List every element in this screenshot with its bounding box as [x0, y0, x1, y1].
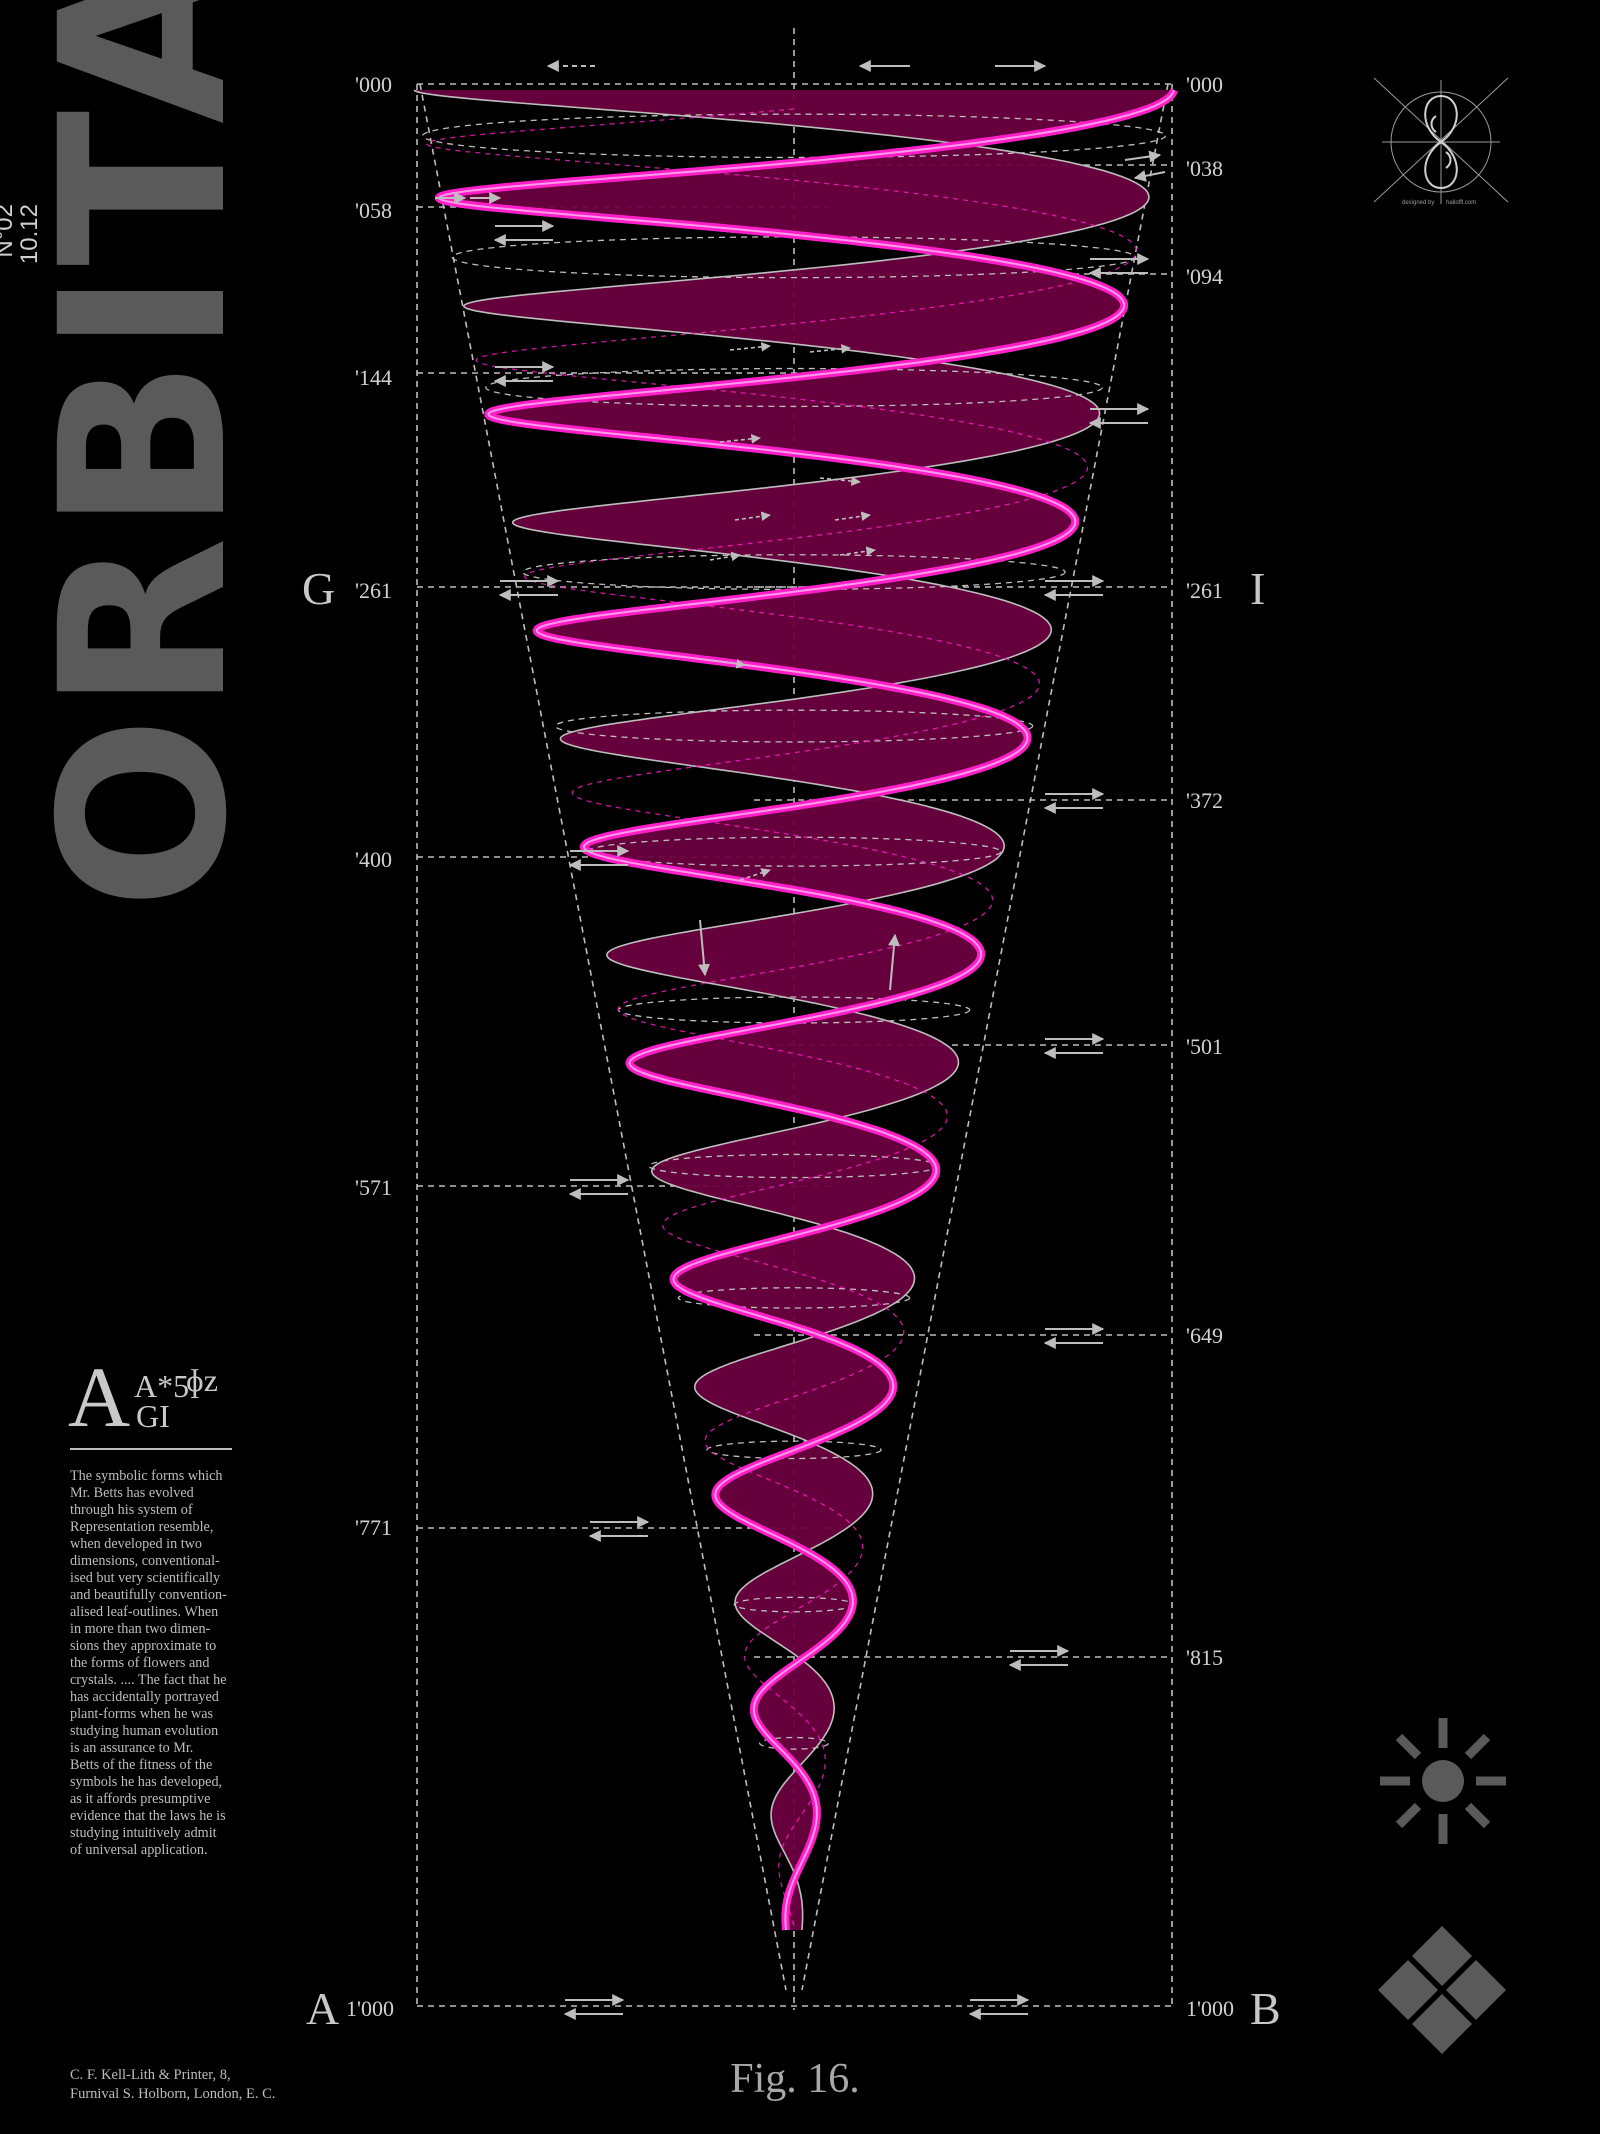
orbit-ellipse: [759, 1736, 829, 1750]
right-axis-label: '038: [1186, 156, 1223, 181]
glyph-block: A A*5 ɸz GI: [68, 1354, 238, 1450]
body-text: The symbolic forms which Mr. Betts has e…: [70, 1468, 260, 1859]
left-axis-label: '261: [355, 578, 392, 603]
orbit-arrow: [729, 342, 771, 352]
left-axis-label: '571: [355, 1175, 392, 1200]
issue-date: 10.12: [16, 204, 44, 265]
left-axis-label: '058: [355, 198, 392, 223]
body-line: is an assurance to Mr.: [70, 1740, 194, 1756]
right-axis-label: '501: [1186, 1034, 1223, 1059]
body-line: dimensions, conventional-: [70, 1553, 220, 1569]
figure-caption: Fig. 16.: [730, 2056, 860, 2102]
body-line: has accidentally portrayed: [70, 1689, 219, 1705]
body-line: studying human evolution: [70, 1723, 219, 1739]
left-axis-label: '400: [355, 847, 392, 872]
corner-letter-b: B: [1250, 1983, 1281, 2034]
body-line: sions they approximate to: [70, 1638, 217, 1654]
body-line: the forms of flowers and: [70, 1655, 210, 1671]
body-line: in more than two dimen-: [70, 1621, 211, 1637]
body-line: The symbolic forms which: [70, 1468, 223, 1484]
issue-info: N°02 10.12: [0, 204, 44, 265]
body-line: plant-forms when he was: [70, 1706, 214, 1722]
helix-fill-band: [414, 90, 1174, 1930]
orbit-arrow: [739, 868, 771, 881]
glyph-a5: A*5: [134, 1368, 190, 1404]
printer-line: C. F. Kell-Lith & Printer, 8,: [70, 2067, 231, 2083]
orbit-arrow: [734, 511, 771, 521]
orbit-arrow: [834, 511, 871, 521]
printer-credit: C. F. Kell-Lith & Printer, 8, Furnival S…: [70, 2066, 275, 2104]
body-line: ised but very scientifically: [70, 1570, 221, 1586]
corner-letter-a: A: [306, 1983, 340, 2034]
sun-icon: [1380, 1718, 1506, 1844]
diamonds-icon: [1378, 1926, 1506, 2054]
helix-band-fill: [414, 90, 1174, 1930]
right-axis-label: '094: [1186, 264, 1223, 289]
glyph-gi: GI: [136, 1398, 170, 1434]
body-line: alised leaf-outlines. When: [70, 1604, 219, 1620]
logo-credit-right: halloffl.com: [1446, 200, 1476, 206]
body-line: Representation resemble,: [70, 1519, 214, 1535]
arrow-up: [888, 933, 900, 991]
orbit-ellipse: [421, 113, 1167, 159]
right-axis-label: '372: [1186, 788, 1223, 813]
body-line: crystals. .... The fact that he: [70, 1672, 227, 1688]
issue-number: N°02: [0, 204, 18, 258]
glyph-a: A: [68, 1349, 131, 1445]
cone-right-edge: [801, 83, 1169, 1991]
orbit-ellipse: [485, 367, 1103, 408]
right-axis-label: '000: [1186, 72, 1223, 97]
orbit-logo-icon: designed by halloffl.com: [1373, 77, 1509, 206]
cone-outline: [419, 83, 1169, 1991]
orbit-ellipse: [706, 1440, 882, 1460]
helix-dashed-strand: [425, 108, 1138, 1928]
body-line: Betts of the fitness of the: [70, 1757, 213, 1773]
arrow-edge: [1133, 169, 1166, 182]
left-axis-label: '000: [355, 72, 392, 97]
orbit-ellipse: [451, 236, 1137, 279]
bottom-left-label: 1'000: [346, 1996, 394, 2021]
body-line: through his system of: [70, 1502, 193, 1518]
body-line: and beautifully convention-: [70, 1587, 227, 1603]
orbit-arrow: [839, 546, 876, 556]
helix-gray-strand: [413, 89, 1150, 1931]
direction-arrows: [435, 60, 1166, 2020]
logo-credit-left: designed by: [1402, 200, 1434, 206]
corner-letter-i: I: [1250, 563, 1266, 614]
right-axis-label: '649: [1186, 1323, 1223, 1348]
bottom-right-label: 1'000: [1186, 1996, 1234, 2021]
title-word: ORBITA: [11, 0, 277, 910]
orbit-arrow: [709, 551, 741, 562]
helix-curves: [413, 88, 1178, 1931]
body-line: evidence that the laws he is: [70, 1808, 226, 1824]
helix-magenta-highlight: [438, 89, 1175, 1931]
body-line: Mr. Betts has evolved: [70, 1485, 194, 1501]
arrow-down: [698, 919, 710, 977]
glyph-phiz: ɸz: [186, 1362, 218, 1398]
left-axis-label: '144: [355, 365, 392, 390]
orbit-ellipse: [586, 836, 1002, 867]
body-line: when developed in two: [70, 1536, 202, 1552]
right-axis-label: '261: [1186, 578, 1223, 603]
printer-line: Furnival S. Holborn, London, E. C.: [70, 2086, 276, 2102]
orbit-arrow: [709, 659, 746, 669]
orbit-ellipse: [522, 554, 1066, 591]
body-line: symbols he has developed,: [70, 1774, 223, 1790]
body-line: studying intuitively admit: [70, 1825, 217, 1841]
cone-left-edge: [419, 83, 787, 1991]
body-line: as it affords presumptive: [70, 1791, 211, 1807]
orbit-ellipse: [677, 1287, 911, 1309]
body-line: of universal application.: [70, 1842, 208, 1858]
orbit-ellipse: [554, 709, 1034, 743]
left-axis-label: '771: [355, 1515, 392, 1540]
corner-letter-g: G: [302, 563, 336, 614]
right-axis-label: '815: [1186, 1645, 1223, 1670]
arrow-edge: [1124, 150, 1162, 163]
title-block: ORBITA N°02 10.12: [0, 0, 277, 910]
glyph-divider: [70, 1448, 232, 1450]
